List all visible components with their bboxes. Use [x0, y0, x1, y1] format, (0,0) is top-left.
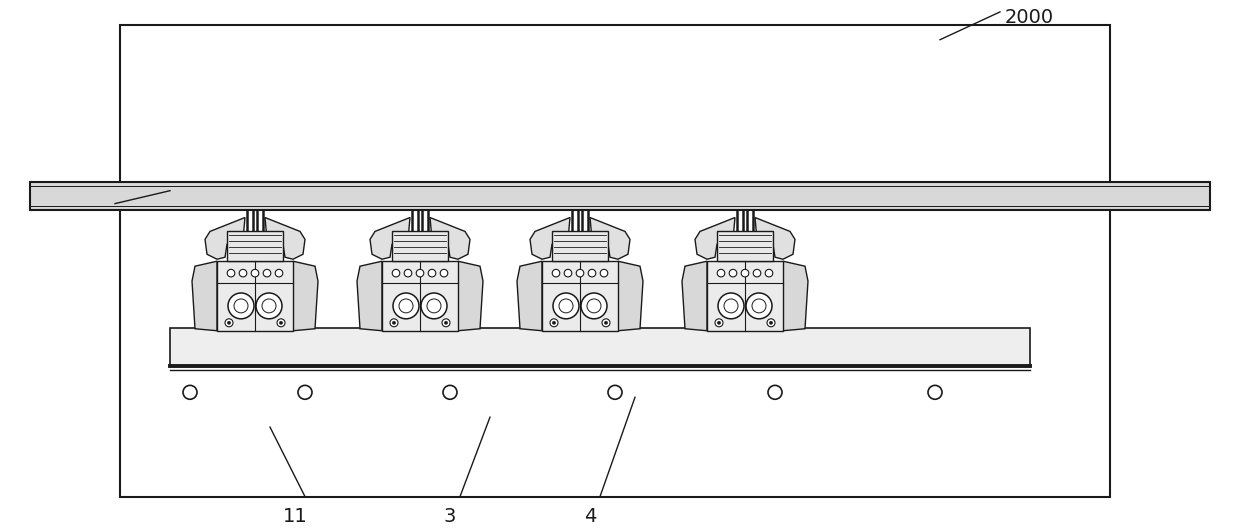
- Circle shape: [551, 319, 558, 327]
- Circle shape: [399, 299, 413, 313]
- Text: 3: 3: [444, 507, 456, 526]
- Circle shape: [279, 321, 283, 324]
- Circle shape: [239, 269, 247, 277]
- Text: 121: 121: [68, 184, 105, 203]
- Circle shape: [587, 299, 601, 313]
- Polygon shape: [618, 261, 644, 331]
- Circle shape: [552, 269, 559, 277]
- Polygon shape: [192, 261, 217, 331]
- Circle shape: [224, 319, 233, 327]
- Polygon shape: [682, 261, 707, 331]
- Circle shape: [724, 299, 738, 313]
- Bar: [542, 261, 618, 331]
- Circle shape: [391, 319, 398, 327]
- Circle shape: [441, 319, 450, 327]
- Circle shape: [263, 269, 270, 277]
- Polygon shape: [458, 261, 484, 331]
- Circle shape: [928, 385, 942, 399]
- Circle shape: [770, 321, 773, 324]
- Circle shape: [262, 299, 277, 313]
- Circle shape: [608, 385, 622, 399]
- Circle shape: [298, 385, 312, 399]
- Bar: [227, 232, 283, 261]
- Circle shape: [443, 385, 458, 399]
- Circle shape: [768, 319, 775, 327]
- Circle shape: [275, 269, 283, 277]
- Circle shape: [605, 321, 608, 324]
- Text: 4: 4: [584, 507, 596, 526]
- Circle shape: [742, 269, 749, 277]
- Bar: [552, 232, 608, 261]
- Circle shape: [440, 269, 448, 277]
- Text: 2000: 2000: [1004, 8, 1054, 27]
- Polygon shape: [293, 261, 317, 331]
- Polygon shape: [517, 261, 542, 331]
- Circle shape: [277, 319, 285, 327]
- Circle shape: [582, 293, 608, 319]
- Circle shape: [422, 293, 446, 319]
- Circle shape: [577, 269, 584, 277]
- Bar: [217, 261, 293, 331]
- Circle shape: [427, 299, 441, 313]
- Circle shape: [729, 269, 737, 277]
- Circle shape: [718, 293, 744, 319]
- Circle shape: [393, 293, 419, 319]
- Bar: [717, 232, 773, 261]
- Circle shape: [715, 319, 723, 327]
- Polygon shape: [265, 217, 305, 259]
- Circle shape: [559, 299, 573, 313]
- Circle shape: [553, 321, 556, 324]
- Circle shape: [753, 269, 761, 277]
- Circle shape: [718, 321, 720, 324]
- Circle shape: [255, 293, 281, 319]
- Bar: [120, 25, 1110, 184]
- Circle shape: [751, 299, 766, 313]
- Circle shape: [184, 385, 197, 399]
- Circle shape: [717, 269, 725, 277]
- Circle shape: [444, 321, 448, 324]
- Circle shape: [227, 321, 231, 324]
- Bar: [170, 328, 1030, 366]
- Circle shape: [227, 269, 234, 277]
- Circle shape: [393, 321, 396, 324]
- Circle shape: [392, 269, 399, 277]
- Circle shape: [234, 299, 248, 313]
- Circle shape: [564, 269, 572, 277]
- Circle shape: [765, 269, 773, 277]
- Bar: [707, 261, 782, 331]
- Circle shape: [404, 269, 412, 277]
- Polygon shape: [694, 217, 735, 259]
- Polygon shape: [755, 217, 795, 259]
- Circle shape: [601, 319, 610, 327]
- Circle shape: [553, 293, 579, 319]
- Circle shape: [417, 269, 424, 277]
- Polygon shape: [529, 217, 570, 259]
- Polygon shape: [782, 261, 808, 331]
- Circle shape: [428, 269, 435, 277]
- Bar: [392, 232, 448, 261]
- Polygon shape: [205, 217, 246, 259]
- Circle shape: [228, 293, 254, 319]
- Polygon shape: [370, 217, 410, 259]
- Circle shape: [768, 385, 782, 399]
- Circle shape: [600, 269, 608, 277]
- Circle shape: [252, 269, 259, 277]
- Circle shape: [588, 269, 595, 277]
- Polygon shape: [357, 261, 382, 331]
- Bar: [120, 209, 1110, 497]
- Text: 11: 11: [283, 507, 308, 526]
- Circle shape: [746, 293, 773, 319]
- Bar: [30, 182, 1210, 209]
- Bar: [382, 261, 458, 331]
- Polygon shape: [430, 217, 470, 259]
- Polygon shape: [590, 217, 630, 259]
